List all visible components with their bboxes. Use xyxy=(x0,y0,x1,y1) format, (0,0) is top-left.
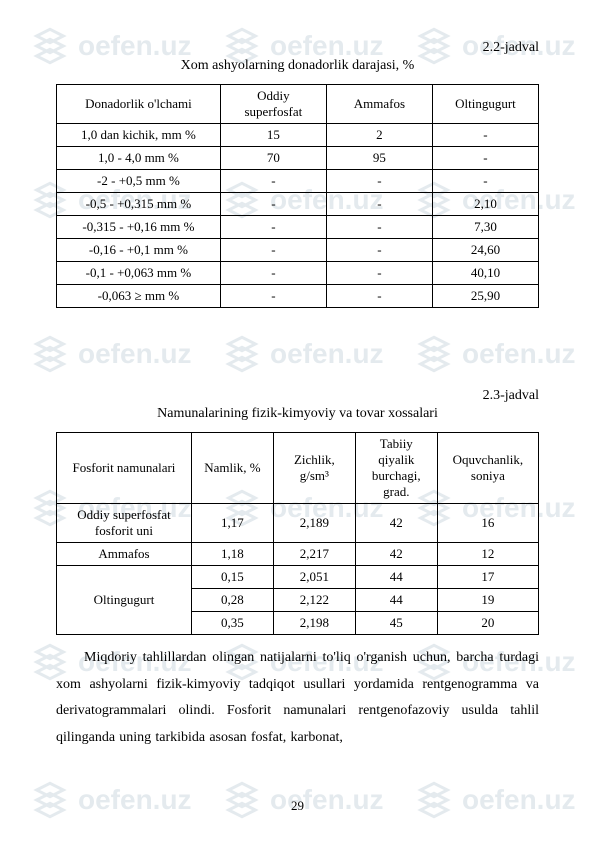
table-cell: - xyxy=(220,216,326,239)
table-cell: 7,30 xyxy=(432,216,538,239)
table-cell: - xyxy=(326,193,432,216)
table-cell: 17 xyxy=(437,566,538,589)
table2-col3: Tabiiy qiyalik burchagi, grad. xyxy=(355,433,437,504)
table2-col1: Namlik, % xyxy=(191,433,273,504)
table-cell: - xyxy=(220,239,326,262)
table-cell: - xyxy=(220,193,326,216)
table-cell: - xyxy=(326,216,432,239)
table-row: -0,5 - +0,315 mm %--2,10 xyxy=(57,193,539,216)
table-cell: 24,60 xyxy=(432,239,538,262)
table-cell: 40,10 xyxy=(432,262,538,285)
table2-label: 2.3-jadval xyxy=(56,388,539,404)
table-row: 1,0 - 4,0 mm %7095- xyxy=(57,147,539,170)
table-row: -0,063 ≥ mm %--25,90 xyxy=(57,285,539,308)
table-cell: -0,315 - +0,16 mm % xyxy=(57,216,221,239)
table-cell: 0,35 xyxy=(191,612,273,635)
table-cell: 1,0 dan kichik, mm % xyxy=(57,124,221,147)
table-cell: -0,1 - +0,063 mm % xyxy=(57,262,221,285)
table-cell: 19 xyxy=(437,589,538,612)
table-cell: 12 xyxy=(437,543,538,566)
table-row: 1,0 dan kichik, mm %152- xyxy=(57,124,539,147)
table-cell: - xyxy=(326,170,432,193)
table2-col2: Zichlik, g/sm³ xyxy=(273,433,355,504)
table-cell: - xyxy=(220,170,326,193)
table-cell: 0,15 xyxy=(191,566,273,589)
table-cell: 16 xyxy=(437,504,538,543)
table1-col3: Oltingugurt xyxy=(432,85,538,124)
table-cell: 2,10 xyxy=(432,193,538,216)
table-cell: 2,189 xyxy=(273,504,355,543)
table-cell: -0,5 - +0,315 mm % xyxy=(57,193,221,216)
table-cell: 2,217 xyxy=(273,543,355,566)
table-cell: - xyxy=(326,262,432,285)
table-cell: 42 xyxy=(355,543,437,566)
table2-header-row: Fosforit namunalari Namlik, % Zichlik, g… xyxy=(57,433,539,504)
table-cell: 20 xyxy=(437,612,538,635)
table-cell: 42 xyxy=(355,504,437,543)
table-cell: - xyxy=(220,262,326,285)
table-cell: 70 xyxy=(220,147,326,170)
table1: Donadorlik o'lchami Oddiy superfosfat Am… xyxy=(56,84,539,308)
table-cell: -0,16 - +0,1 mm % xyxy=(57,239,221,262)
table-cell: 15 xyxy=(220,124,326,147)
table-cell: 44 xyxy=(355,566,437,589)
table2-col4: Oquvchanlik, soniya xyxy=(437,433,538,504)
table-row: -0,1 - +0,063 mm %--40,10 xyxy=(57,262,539,285)
table-cell: Ammafos xyxy=(57,543,192,566)
table1-label: 2.2-jadval xyxy=(56,40,539,56)
table-cell: 95 xyxy=(326,147,432,170)
table-cell: 2,051 xyxy=(273,566,355,589)
table-cell: -0,063 ≥ mm % xyxy=(57,285,221,308)
page-number: 29 xyxy=(0,798,595,814)
table-cell: 25,90 xyxy=(432,285,538,308)
table-cell: - xyxy=(432,170,538,193)
table-row: -0,315 - +0,16 mm %--7,30 xyxy=(57,216,539,239)
table-cell-group-label: Oltingugurt xyxy=(57,566,192,635)
table-cell: 0,28 xyxy=(191,589,273,612)
table-row: Ammafos1,182,2174212 xyxy=(57,543,539,566)
table-row: -2 - +0,5 mm %--- xyxy=(57,170,539,193)
table1-title: Xom ashyolarning donadorlik darajasi, % xyxy=(56,58,539,74)
table-row: -0,16 - +0,1 mm %--24,60 xyxy=(57,239,539,262)
table2-col0: Fosforit namunalari xyxy=(57,433,192,504)
table-cell: 1,0 - 4,0 mm % xyxy=(57,147,221,170)
table-cell: 45 xyxy=(355,612,437,635)
table-cell: 2,122 xyxy=(273,589,355,612)
table-cell: 44 xyxy=(355,589,437,612)
table-row: Oddiy superfosfat fosforit uni1,172,1894… xyxy=(57,504,539,543)
table-row: Oltingugurt0,152,0514417 xyxy=(57,566,539,589)
table-cell: 1,18 xyxy=(191,543,273,566)
table1-col2: Ammafos xyxy=(326,85,432,124)
table-cell: - xyxy=(326,285,432,308)
table-cell: Oddiy superfosfat fosforit uni xyxy=(57,504,192,543)
table-cell: 1,17 xyxy=(191,504,273,543)
table1-col0: Donadorlik o'lchami xyxy=(57,85,221,124)
table1-col1: Oddiy superfosfat xyxy=(220,85,326,124)
table-cell: 2,198 xyxy=(273,612,355,635)
table-cell: - xyxy=(432,124,538,147)
table-cell: - xyxy=(326,239,432,262)
page-content: 2.2-jadval Xom ashyolarning donadorlik d… xyxy=(0,0,595,751)
table2-title: Namunalarining fizik-kimyoviy va tovar x… xyxy=(56,406,539,422)
table-cell: 2 xyxy=(326,124,432,147)
table-cell: - xyxy=(220,285,326,308)
table-cell: -2 - +0,5 mm % xyxy=(57,170,221,193)
table2: Fosforit namunalari Namlik, % Zichlik, g… xyxy=(56,432,539,635)
body-paragraph: Miqdoriy tahlillardan olingan natijalarn… xyxy=(56,645,539,751)
table1-header-row: Donadorlik o'lchami Oddiy superfosfat Am… xyxy=(57,85,539,124)
table-cell: - xyxy=(432,147,538,170)
